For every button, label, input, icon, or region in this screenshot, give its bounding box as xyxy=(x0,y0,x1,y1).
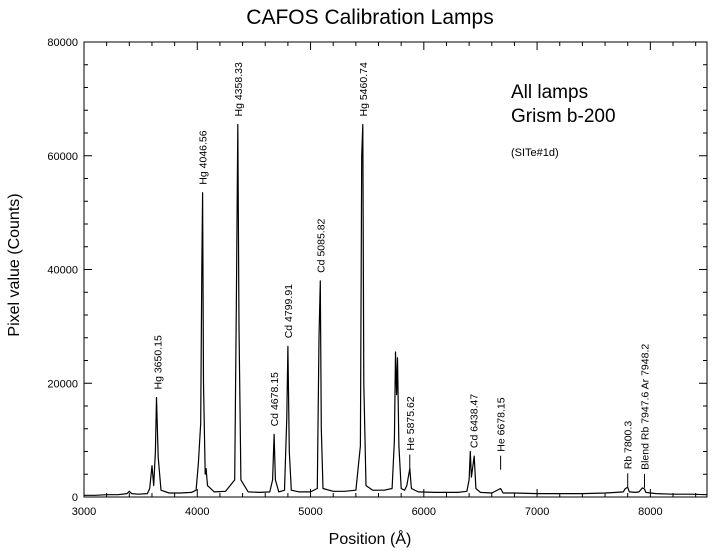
x-tick-label: 3000 xyxy=(72,506,96,518)
y-axis-label: Pixel value (Counts) xyxy=(6,193,23,336)
emission-line-label: Cd 5085.82 xyxy=(315,218,327,272)
y-tick-label: 60000 xyxy=(47,151,78,163)
annotation-all-lamps: All lamps xyxy=(511,82,588,103)
emission-line-label: Hg 4358.33 xyxy=(233,62,245,116)
emission-line-label: Cd 4799.91 xyxy=(283,284,295,338)
x-tick-label: 6000 xyxy=(412,506,436,518)
spectrum-line xyxy=(84,123,708,496)
emission-line-label: Rb 7800.3 xyxy=(623,421,635,470)
y-tick-label: 40000 xyxy=(47,265,78,277)
emission-line-label: Hg 3650.15 xyxy=(153,335,165,389)
y-tick-label: 0 xyxy=(72,492,78,504)
y-tick-label: 20000 xyxy=(47,378,78,390)
annotation-detector: (SITe#1d) xyxy=(511,147,559,159)
axis-ticks: 3000 4000 5000 6000 7000 80000200004000060000… xyxy=(47,37,707,518)
emission-line-label: Hg 4046.56 xyxy=(198,130,210,184)
spectrum-series xyxy=(84,123,708,496)
x-tick-label: 5000 xyxy=(298,506,322,518)
y-tick-label: 80000 xyxy=(47,37,78,49)
emission-line-label: Cd 4678.15 xyxy=(269,372,281,426)
x-tick-label: 8000 xyxy=(638,506,662,518)
chart-title: CAFOS Calibration Lamps xyxy=(246,6,493,29)
emission-line-label: He 6678.15 xyxy=(496,397,508,451)
emission-line-labels: Hg 3650.15 Hg 4046.56 Hg 4358.33 Cd 4678.15… xyxy=(153,62,652,488)
x-tick-label: 7000 xyxy=(525,506,549,518)
emission-line-label: Hg 5460.74 xyxy=(358,62,370,116)
emission-line-label: He 5875.62 xyxy=(405,396,417,450)
x-tick-label: 4000 xyxy=(185,506,209,518)
emission-line-label: Blend Rb 7947.6 Ar 7948.2 xyxy=(640,344,652,470)
x-axis-label: Position (Å) xyxy=(329,529,412,548)
emission-line-label: Cd 6438.47 xyxy=(468,394,480,448)
annotation-grism: Grism b-200 xyxy=(511,106,616,127)
